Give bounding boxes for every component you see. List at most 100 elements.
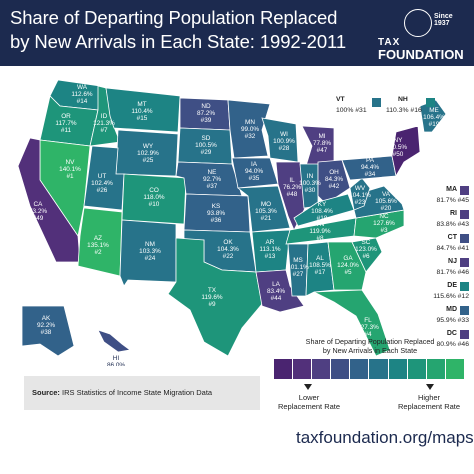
state-label-nm: NM: [145, 241, 155, 248]
state-label-nd: 87.2%: [197, 110, 215, 117]
state-label-ut: UT: [98, 173, 107, 180]
nh-swatch: [426, 98, 435, 107]
state-label-ak: AK: [42, 315, 51, 322]
state-label-ms: MS: [293, 257, 303, 264]
state-label-ar: AR: [266, 239, 275, 246]
state-label-oh: #42: [329, 183, 340, 190]
state-nm: [119, 219, 177, 287]
seal-icon: [404, 9, 432, 37]
state-oh: [317, 159, 351, 205]
state-label-wv: WV: [355, 185, 366, 192]
state-label-nd: #39: [201, 117, 212, 124]
state-label-hi: HI: [113, 355, 120, 362]
state-label-me: 106.4%: [423, 114, 445, 121]
state-label-pa: #34: [365, 171, 376, 178]
state-label-pa: PA: [366, 157, 375, 164]
state-label-co: #10: [149, 201, 160, 208]
state-label-ak: 92.2%: [37, 322, 55, 329]
title-line-2: by New Arrivals in Each State: 1992-2011: [10, 31, 347, 52]
state-label-mi: MI: [318, 133, 325, 140]
state-label-ks: 93.8%: [207, 210, 225, 217]
state-label-va: #20: [381, 205, 392, 212]
nh-label-abbr: NH: [398, 96, 408, 103]
small-state-ma: MA 81.7% #45: [436, 186, 469, 204]
state-label-wa: #14: [77, 98, 88, 105]
legend-swatch: [312, 359, 331, 379]
legend-title: Share of Departing Population Replaced b…: [305, 337, 435, 355]
state-label-la: 83.4%: [267, 288, 285, 295]
state-label-nm: 103.3%: [139, 248, 161, 255]
state-label-ca: CA: [34, 201, 44, 208]
arrow-down-icon: [426, 384, 434, 390]
state-label-ga: #5: [344, 269, 352, 276]
state-label-ne: #37: [207, 183, 218, 190]
state-ak: [21, 305, 75, 357]
state-label-mi: #47: [317, 147, 328, 154]
state-label-wa: WA: [77, 84, 88, 91]
state-label-nc: 127.6%: [373, 220, 395, 227]
state-label-ia: 94.0%: [245, 168, 263, 175]
nj-swatch: [460, 258, 469, 267]
small-state-md: MD 95.9% #33: [436, 306, 469, 324]
state-label-tx: 119.6%: [201, 294, 223, 301]
state-label-sc: #6: [362, 253, 370, 260]
logo-tax-text: TAX: [378, 37, 401, 48]
state-label-mo: 105.3%: [255, 208, 277, 215]
state-label-nm: #24: [145, 255, 156, 262]
state-hi: [97, 329, 131, 353]
state-label-nv: NV: [66, 159, 76, 166]
md-swatch: [460, 306, 469, 315]
dc-swatch: [460, 330, 469, 339]
state-label-in: IN: [307, 173, 314, 180]
state-label-mn: 99.0%: [241, 126, 259, 133]
legend-swatch: [407, 359, 426, 379]
source-box: Source: IRS Statistics of Income State M…: [24, 376, 260, 410]
legend-swatch: [274, 359, 293, 379]
state-label-sd: SD: [202, 135, 211, 142]
state-label-fl: #4: [364, 331, 372, 338]
state-label-sc: 123.0%: [355, 246, 377, 253]
state-wi: [261, 117, 299, 163]
map-title: Share of Departing Population Replaced b…: [10, 6, 350, 54]
state-label-ia: #35: [249, 175, 260, 182]
state-label-ut: 102.4%: [91, 180, 113, 187]
state-label-nd: ND: [201, 103, 211, 110]
state-label-oh: 84.3%: [325, 176, 343, 183]
state-label-ga: GA: [343, 255, 353, 262]
state-label-wv: 104.1%: [349, 192, 371, 199]
state-label-nc: #3: [380, 227, 388, 234]
state-label-or: OR: [61, 113, 71, 120]
state-label-ne: 92.7%: [203, 176, 221, 183]
source-text: IRS Statistics of Income State Migration…: [62, 388, 213, 397]
state-label-tn: #8: [316, 235, 324, 242]
state-label-ak: #38: [41, 329, 52, 336]
state-label-ia: IA: [251, 161, 258, 168]
state-la: [255, 269, 305, 313]
state-label-wa: 112.6%: [71, 91, 93, 98]
footer-url[interactable]: taxfoundation.org/maps: [296, 428, 474, 447]
ct-swatch: [460, 234, 469, 243]
state-label-ok: 104.3%: [217, 246, 239, 253]
state-label-ms: 101.1%: [287, 264, 309, 271]
state-label-wy: WY: [143, 143, 154, 150]
state-ny: [352, 125, 421, 178]
state-label-az: #2: [94, 249, 102, 256]
state-label-ut: #26: [97, 187, 108, 194]
state-label-sc: SC: [362, 239, 371, 246]
state-label-ca: #49: [33, 215, 44, 222]
state-label-ca: 73.2%: [29, 208, 47, 215]
state-label-fl: 127.3%: [357, 324, 379, 331]
state-label-la: #44: [271, 295, 282, 302]
vt-swatch: [372, 98, 381, 107]
state-sc: [351, 237, 383, 273]
state-al: [305, 241, 335, 297]
legend: Share of Departing Population Replaced b…: [270, 337, 470, 427]
state-label-tn: TN: [316, 221, 325, 228]
logo-foundation-text: FOUNDATION: [378, 47, 464, 62]
state-label-me: #19: [429, 121, 440, 128]
state-label-va: 105.6%: [375, 198, 397, 205]
state-label-ks: KS: [212, 203, 221, 210]
state-label-ks: #36: [211, 217, 222, 224]
state-label-nv: 140.1%: [59, 166, 81, 173]
legend-swatch: [445, 359, 464, 379]
